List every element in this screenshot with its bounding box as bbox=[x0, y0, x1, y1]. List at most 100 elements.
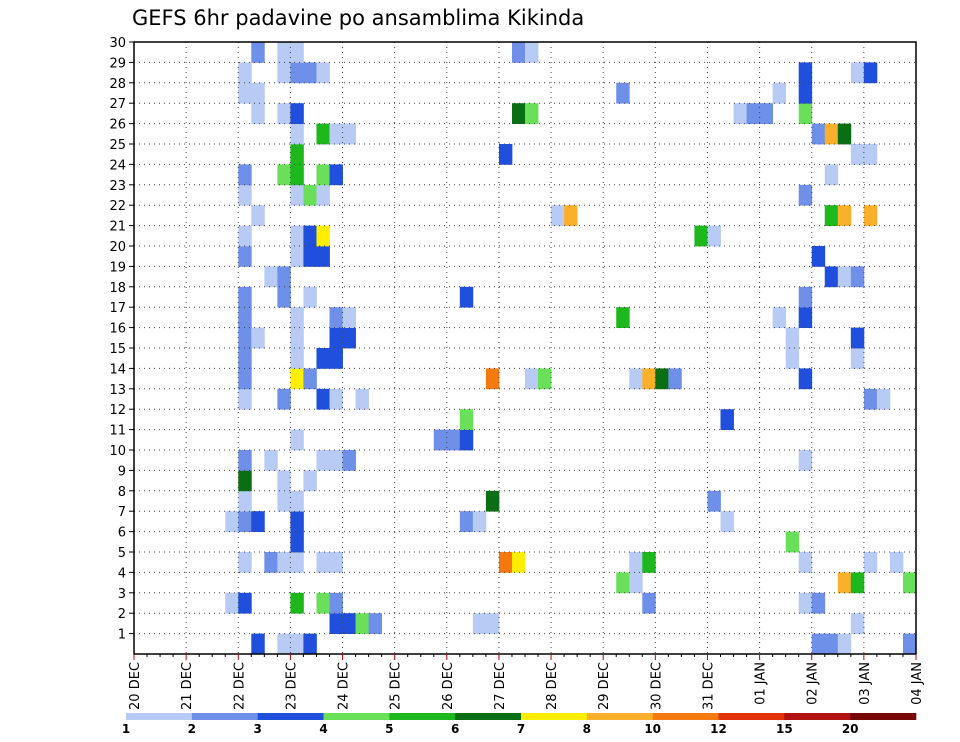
precip-cell bbox=[368, 613, 383, 634]
precip-cell bbox=[290, 225, 304, 247]
y-tick-label: 17 bbox=[109, 301, 126, 316]
precip-cell bbox=[316, 62, 330, 84]
precip-cell bbox=[238, 592, 252, 614]
precip-cell bbox=[225, 511, 239, 532]
precip-cell bbox=[459, 409, 474, 430]
precip-cell bbox=[303, 470, 317, 492]
y-tick-label: 26 bbox=[109, 118, 126, 133]
precip-cell bbox=[316, 592, 330, 614]
precip-cell bbox=[290, 490, 304, 512]
y-tick-label: 8 bbox=[118, 485, 126, 500]
precip-cell bbox=[485, 490, 500, 512]
precip-cell bbox=[837, 205, 852, 226]
y-tick-label: 9 bbox=[118, 464, 126, 479]
y-tick-label: 22 bbox=[109, 199, 126, 214]
precip-cell bbox=[785, 348, 800, 369]
precip-cell bbox=[459, 286, 474, 308]
x-tick-label: 02 JAN bbox=[806, 662, 821, 705]
precip-cell bbox=[277, 103, 291, 124]
precip-cell bbox=[798, 82, 813, 104]
x-tick-label: 25 DEC bbox=[389, 662, 404, 710]
x-tick-label: 30 DEC bbox=[649, 662, 664, 710]
precip-cell bbox=[277, 470, 291, 492]
precip-cell bbox=[329, 307, 343, 328]
precip-cell bbox=[303, 368, 317, 390]
precip-cell bbox=[290, 633, 304, 655]
y-tick-label: 24 bbox=[109, 158, 126, 173]
x-tick-label: 24 DEC bbox=[337, 662, 352, 710]
precip-cell bbox=[225, 592, 239, 614]
precip-cell bbox=[694, 225, 708, 247]
precip-cell bbox=[629, 368, 643, 390]
precip-cell bbox=[850, 327, 865, 349]
precip-cell bbox=[238, 470, 252, 492]
precip-cell bbox=[511, 552, 526, 573]
y-tick-label: 14 bbox=[109, 362, 126, 377]
precip-cell bbox=[863, 144, 878, 165]
precip-cell bbox=[811, 123, 826, 145]
colorbar-swatch bbox=[126, 713, 193, 720]
colorbar-swatch bbox=[586, 713, 653, 720]
precip-cell bbox=[303, 246, 317, 267]
precip-cell bbox=[863, 62, 878, 84]
y-tick-label: 20 bbox=[109, 240, 126, 255]
precip-cell bbox=[616, 307, 630, 328]
precip-cell bbox=[290, 144, 304, 165]
precip-cell bbox=[850, 572, 865, 594]
precip-cell bbox=[238, 348, 252, 369]
y-tick-label: 27 bbox=[109, 97, 126, 112]
x-tick-label: 04 JAN bbox=[910, 662, 925, 705]
precip-cell bbox=[316, 164, 330, 186]
precip-cell bbox=[316, 450, 330, 471]
precip-cell bbox=[472, 613, 487, 634]
y-tick-label: 21 bbox=[109, 220, 126, 235]
precip-cell bbox=[251, 82, 265, 104]
precip-cell bbox=[824, 164, 839, 186]
precip-cell bbox=[329, 388, 343, 410]
precip-cell bbox=[459, 511, 474, 532]
precip-cell bbox=[876, 388, 891, 410]
precip-cell bbox=[264, 552, 278, 573]
precip-cell bbox=[629, 572, 643, 594]
precip-cell bbox=[316, 388, 330, 410]
precip-cell bbox=[251, 103, 265, 124]
precip-cell bbox=[525, 42, 539, 63]
precip-cell bbox=[863, 552, 878, 573]
precip-cell bbox=[720, 511, 734, 532]
precip-cell bbox=[329, 592, 343, 614]
precip-cell bbox=[785, 531, 800, 553]
precip-cell bbox=[511, 42, 526, 63]
precip-cell bbox=[316, 246, 330, 267]
y-tick-label: 18 bbox=[109, 281, 126, 296]
y-tick-label: 13 bbox=[109, 383, 126, 398]
colorbar-swatch bbox=[323, 713, 390, 720]
x-tick-label: 31 DEC bbox=[701, 662, 716, 710]
colorbar-label: 8 bbox=[583, 722, 591, 736]
x-axis: 20 DEC 21 DEC 22 DEC 23 DEC 24 DEC 25 DEC 26 D… bbox=[128, 654, 925, 710]
precip-cell bbox=[290, 327, 304, 349]
precip-cell bbox=[863, 205, 878, 226]
precip-cell bbox=[850, 348, 865, 369]
precip-cell bbox=[850, 62, 865, 84]
precip-cell bbox=[629, 552, 643, 573]
precip-cell bbox=[772, 82, 787, 104]
colorbar-swatch bbox=[389, 713, 456, 720]
precip-cell bbox=[707, 225, 721, 247]
colorbar-swatch bbox=[784, 713, 851, 720]
precip-cell bbox=[316, 552, 330, 573]
precip-cell bbox=[798, 62, 813, 84]
y-tick-label: 28 bbox=[109, 77, 126, 92]
precip-cell bbox=[316, 225, 330, 247]
precip-cell bbox=[277, 164, 291, 186]
precip-cell bbox=[290, 307, 304, 328]
precip-cell bbox=[251, 327, 265, 349]
precip-cell bbox=[798, 368, 813, 390]
precip-cell bbox=[251, 205, 265, 226]
precip-cell bbox=[811, 592, 826, 614]
precip-cell bbox=[837, 572, 852, 594]
precip-cell bbox=[264, 450, 278, 471]
precip-cell bbox=[863, 388, 878, 410]
colorbar: 1 2 3 4 5 6 7 8 10 12 15 20 bbox=[122, 713, 917, 736]
precip-cell bbox=[238, 164, 252, 186]
precip-cell bbox=[837, 633, 852, 655]
